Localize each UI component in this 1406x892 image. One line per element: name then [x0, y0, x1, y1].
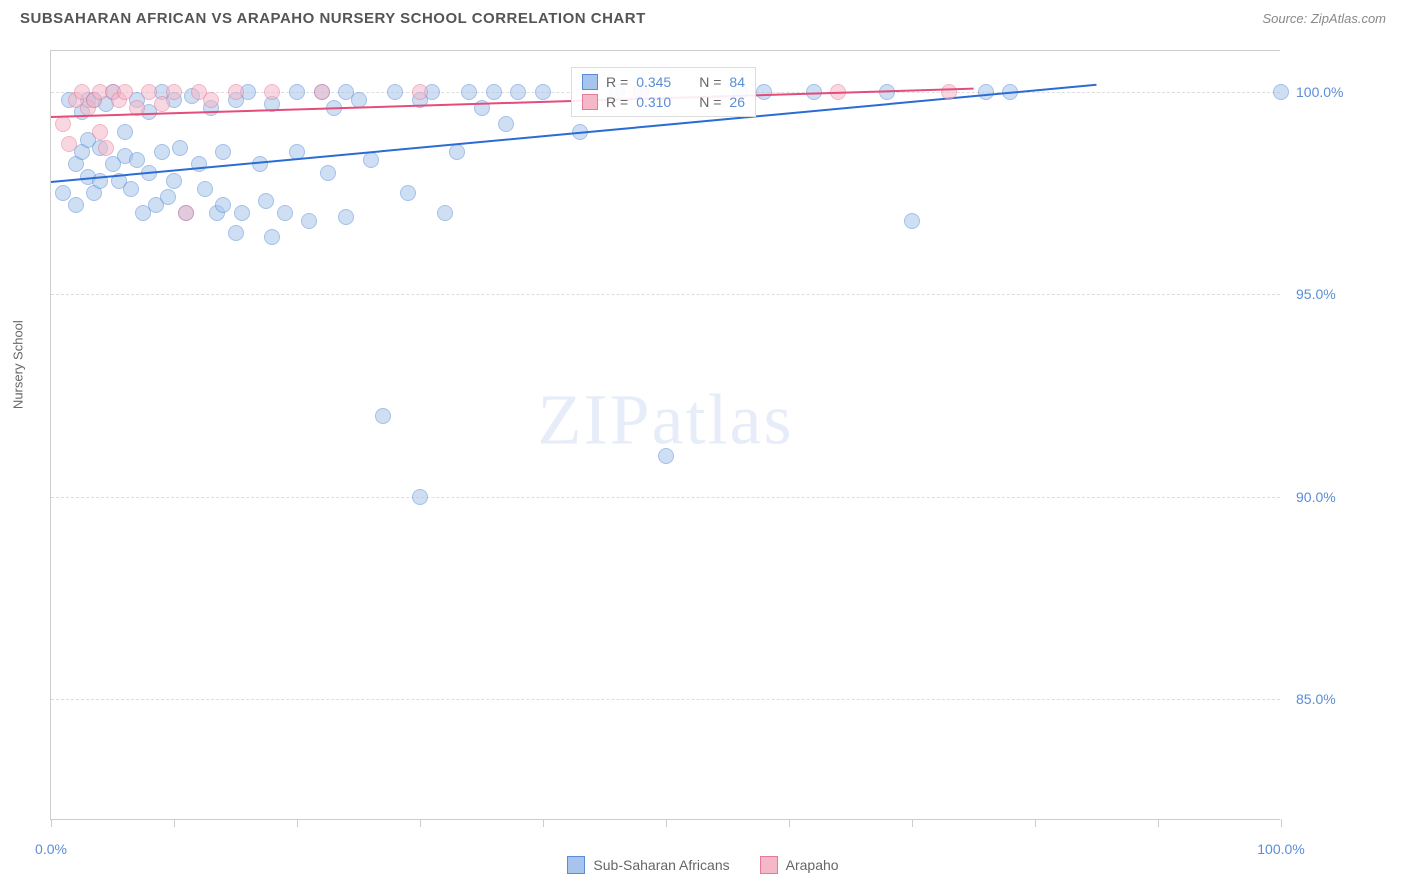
legend-item: Arapaho	[760, 856, 839, 874]
data-point	[449, 144, 465, 160]
data-point	[338, 209, 354, 225]
legend-item: Sub-Saharan Africans	[567, 856, 729, 874]
data-point	[55, 116, 71, 132]
data-point	[215, 197, 231, 213]
x-tick-label: 100.0%	[1257, 841, 1304, 857]
data-point	[172, 140, 188, 156]
source-attribution: Source: ZipAtlas.com	[1262, 11, 1386, 26]
legend-label: Sub-Saharan Africans	[593, 857, 729, 873]
x-tick	[912, 819, 913, 827]
chart-header: SUBSAHARAN AFRICAN VS ARAPAHO NURSERY SC…	[0, 0, 1406, 27]
legend-label: Arapaho	[786, 857, 839, 873]
data-point	[412, 489, 428, 505]
data-point	[400, 185, 416, 201]
data-point	[154, 96, 170, 112]
y-axis-label: Nursery School	[11, 320, 26, 409]
x-tick	[420, 819, 421, 827]
data-point	[166, 173, 182, 189]
data-point	[277, 205, 293, 221]
data-point	[61, 136, 77, 152]
data-point	[1273, 84, 1289, 100]
x-tick	[543, 819, 544, 827]
correlation-stats-box: R = 0.345 N = 84 R = 0.310 N = 26	[571, 67, 756, 117]
data-point	[117, 124, 133, 140]
data-point	[228, 84, 244, 100]
r-label: R =	[606, 74, 628, 90]
x-tick	[51, 819, 52, 827]
data-point	[904, 213, 920, 229]
data-point	[258, 193, 274, 209]
data-point	[412, 84, 428, 100]
data-point	[178, 205, 194, 221]
legend-swatch	[567, 856, 585, 874]
data-point	[289, 84, 305, 100]
legend-swatch	[760, 856, 778, 874]
grid-line	[51, 497, 1280, 498]
data-point	[658, 448, 674, 464]
data-point	[92, 124, 108, 140]
data-point	[941, 84, 957, 100]
data-point	[510, 84, 526, 100]
grid-line	[51, 294, 1280, 295]
data-point	[203, 92, 219, 108]
data-point	[215, 144, 231, 160]
data-point	[756, 84, 772, 100]
x-tick	[1158, 819, 1159, 827]
chart-legend: Sub-Saharan Africans Arapaho	[0, 856, 1406, 874]
data-point	[252, 156, 268, 172]
data-point	[154, 144, 170, 160]
grid-line	[51, 699, 1280, 700]
data-point	[314, 84, 330, 100]
stats-swatch	[582, 94, 598, 110]
y-tick-label: 100.0%	[1296, 84, 1396, 100]
x-tick	[174, 819, 175, 827]
data-point	[320, 165, 336, 181]
r-value: 0.345	[636, 74, 671, 90]
y-tick-label: 85.0%	[1296, 691, 1396, 707]
n-value: 26	[729, 94, 745, 110]
data-point	[228, 225, 244, 241]
data-point	[351, 92, 367, 108]
data-point	[160, 189, 176, 205]
stats-row: R = 0.345 N = 84	[582, 72, 745, 92]
data-point	[498, 116, 514, 132]
r-value: 0.310	[636, 94, 671, 110]
data-point	[461, 84, 477, 100]
data-point	[437, 205, 453, 221]
y-tick-label: 95.0%	[1296, 286, 1396, 302]
data-point	[978, 84, 994, 100]
data-point	[387, 84, 403, 100]
x-tick-label: 0.0%	[35, 841, 67, 857]
data-point	[486, 84, 502, 100]
data-point	[363, 152, 379, 168]
x-tick	[297, 819, 298, 827]
data-point	[98, 140, 114, 156]
chart-title: SUBSAHARAN AFRICAN VS ARAPAHO NURSERY SC…	[20, 10, 646, 27]
data-point	[123, 181, 139, 197]
data-point	[264, 84, 280, 100]
n-value: 84	[729, 74, 745, 90]
stats-swatch	[582, 74, 598, 90]
data-point	[301, 213, 317, 229]
data-point	[117, 84, 133, 100]
r-label: R =	[606, 94, 628, 110]
data-point	[68, 197, 84, 213]
n-label: N =	[699, 74, 721, 90]
n-label: N =	[699, 94, 721, 110]
data-point	[166, 84, 182, 100]
data-point	[264, 229, 280, 245]
data-point	[234, 205, 250, 221]
y-tick-label: 90.0%	[1296, 489, 1396, 505]
data-point	[191, 156, 207, 172]
stats-row: R = 0.310 N = 26	[582, 92, 745, 112]
data-point	[535, 84, 551, 100]
x-tick	[1035, 819, 1036, 827]
data-point	[197, 181, 213, 197]
x-tick	[666, 819, 667, 827]
scatter-chart: ZIPatlas 85.0%90.0%95.0%100.0%0.0%100.0%…	[50, 50, 1280, 820]
x-tick	[1281, 819, 1282, 827]
data-point	[375, 408, 391, 424]
x-tick	[789, 819, 790, 827]
